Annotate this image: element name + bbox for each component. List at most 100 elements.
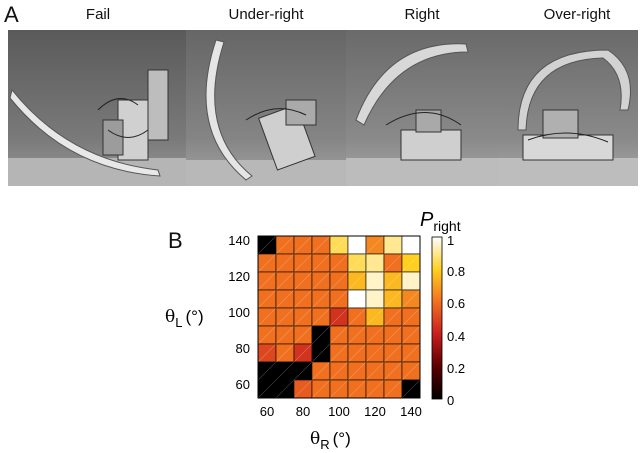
heatmap-cell-diagonal <box>401 271 421 291</box>
heatmap-cell-diagonal <box>383 289 403 309</box>
heatmap-cell-diagonal <box>311 325 331 345</box>
photo-right <box>346 30 498 186</box>
heatmap-cell-diagonal <box>383 343 403 363</box>
heatmap-cell-diagonal <box>365 307 385 327</box>
heatmap-cell-diagonal <box>329 325 349 345</box>
y-axis: 140 120 100 80 60 <box>228 233 250 392</box>
heatmap-cell-diagonal <box>293 271 313 291</box>
photo-over-right <box>498 30 638 186</box>
photo-title-over-right: Over-right <box>543 6 611 23</box>
colorbar-tick-label: 0.6 <box>447 296 465 311</box>
heatmap-cell-diagonal <box>329 361 349 381</box>
heatmap-cell-diagonal <box>365 271 385 291</box>
heatmap-cell-diagonal <box>347 271 367 291</box>
heatmap-cell-diagonal <box>275 379 295 399</box>
heatmap-cell-diagonal <box>257 235 277 255</box>
heatmap-cell-diagonal <box>311 289 331 309</box>
heatmap-cell-diagonal <box>311 235 331 255</box>
heatmap-cell-diagonal <box>401 325 421 345</box>
x-axis: 60 80 100 120 140 <box>260 404 422 419</box>
heatmap-cell-diagonal <box>329 343 349 363</box>
heatmap-cell-diagonal <box>257 361 277 381</box>
heatmap-cell-diagonal <box>275 271 295 291</box>
heatmap-cell-diagonal <box>401 361 421 381</box>
heatmap-cell-diagonal <box>383 325 403 345</box>
heatmap-cell-diagonal <box>293 253 313 273</box>
heatmap-cell-diagonal <box>347 253 367 273</box>
heatmap-cell-diagonal <box>383 379 403 399</box>
heatmap-frame <box>257 235 421 399</box>
heatmap-cell-diagonal <box>293 235 313 255</box>
heatmap-cell-diagonal <box>275 343 295 363</box>
heatmap-cell-diagonal <box>383 253 403 273</box>
heatmap-cell-diagonal <box>365 379 385 399</box>
heatmap-cell-diagonal <box>347 379 367 399</box>
heatmap-cell-diagonal <box>383 271 403 291</box>
heatmap-cell-diagonal <box>257 307 277 327</box>
heatmap-cell-diagonal <box>275 253 295 273</box>
heatmap-cell-diagonal <box>401 235 421 255</box>
heatmap-cell-diagonal <box>347 235 367 255</box>
heatmap-cell-diagonal <box>275 235 295 255</box>
heatmap-cell-diagonal <box>257 253 277 273</box>
heatmap-cell-diagonal <box>275 307 295 327</box>
colorbar-ticks: 1 0.8 0.6 0.4 0.2 0 <box>447 233 465 408</box>
colorbar-title: Pright <box>420 209 461 234</box>
photo-title-right: Right <box>404 6 440 23</box>
heatmap-cell-diagonal <box>329 289 349 309</box>
y-axis-title: θL (°) <box>165 307 204 330</box>
heatmap-cell-diagonal <box>257 343 277 363</box>
heatmap-cell-diagonal <box>311 253 331 273</box>
heatmap-cell-diagonal <box>347 361 367 381</box>
heatmap-cell-diagonal <box>257 325 277 345</box>
heatmap-cell-diagonal <box>401 343 421 363</box>
y-tick-label: 60 <box>236 377 250 392</box>
heatmap-cell-diagonal <box>275 289 295 309</box>
x-tick-label: 140 <box>400 404 422 419</box>
photo-fail <box>8 30 186 186</box>
x-tick-label: 60 <box>260 404 274 419</box>
heatmap-cell-diagonal <box>383 361 403 381</box>
y-tick-label: 120 <box>228 269 250 284</box>
heatmap-cell-diagonal <box>293 379 313 399</box>
heatmap-cell-diagonal <box>293 361 313 381</box>
heatmap-cell-diagonal <box>311 271 331 291</box>
heatmap-cell-diagonal <box>347 307 367 327</box>
heatmap-cell-diagonal <box>401 307 421 327</box>
colorbar-tick-label: 0.4 <box>447 329 465 344</box>
heatmap-cell-diagonal <box>401 289 421 309</box>
heatmap-cell-diagonal <box>329 271 349 291</box>
heatmap-cell-diagonal <box>311 307 331 327</box>
heatmap-cell-diagonal <box>257 271 277 291</box>
heatmap-cell-diagonal <box>365 325 385 345</box>
y-tick-label: 80 <box>236 341 250 356</box>
heatmap-cell-diagonal <box>275 325 295 345</box>
heatmap-cell-diagonal <box>293 325 313 345</box>
panel-b-label: B <box>168 228 183 253</box>
heatmap-cell-diagonal <box>365 253 385 273</box>
heatmap-cell-diagonal <box>383 235 403 255</box>
heatmap-cell-diagonal <box>329 235 349 255</box>
heatmap-cell-diagonal <box>365 235 385 255</box>
y-tick-label: 100 <box>228 305 250 320</box>
photo-title-fail: Fail <box>85 6 111 23</box>
heatmap-cell-diagonal <box>365 289 385 309</box>
heatmap-cell-diagonal <box>347 343 367 363</box>
colorbar <box>431 236 443 400</box>
heatmap-cell-diagonal <box>347 325 367 345</box>
heatmap-cell-diagonal <box>311 343 331 363</box>
heatmap-cell-diagonal <box>329 307 349 327</box>
heatmap-cell-diagonal <box>329 379 349 399</box>
heatmap-cell-diagonal <box>275 361 295 381</box>
colorbar-tick-label: 1 <box>447 233 454 248</box>
x-tick-label: 100 <box>328 404 350 419</box>
heatmap-cell-diagonal <box>383 307 403 327</box>
colorbar-tick-label: 0.2 <box>447 361 465 376</box>
heatmap-cell-diagonal <box>293 289 313 309</box>
heatmap-cell-diagonal <box>293 343 313 363</box>
heatmap-cell-diagonal <box>311 361 331 381</box>
heatmap-cell-diagonal <box>401 253 421 273</box>
photo-title-under-right: Under-right <box>228 6 304 23</box>
heatmap-cell-diagonal <box>365 343 385 363</box>
colorbar-tick-label: 0.8 <box>447 264 465 279</box>
